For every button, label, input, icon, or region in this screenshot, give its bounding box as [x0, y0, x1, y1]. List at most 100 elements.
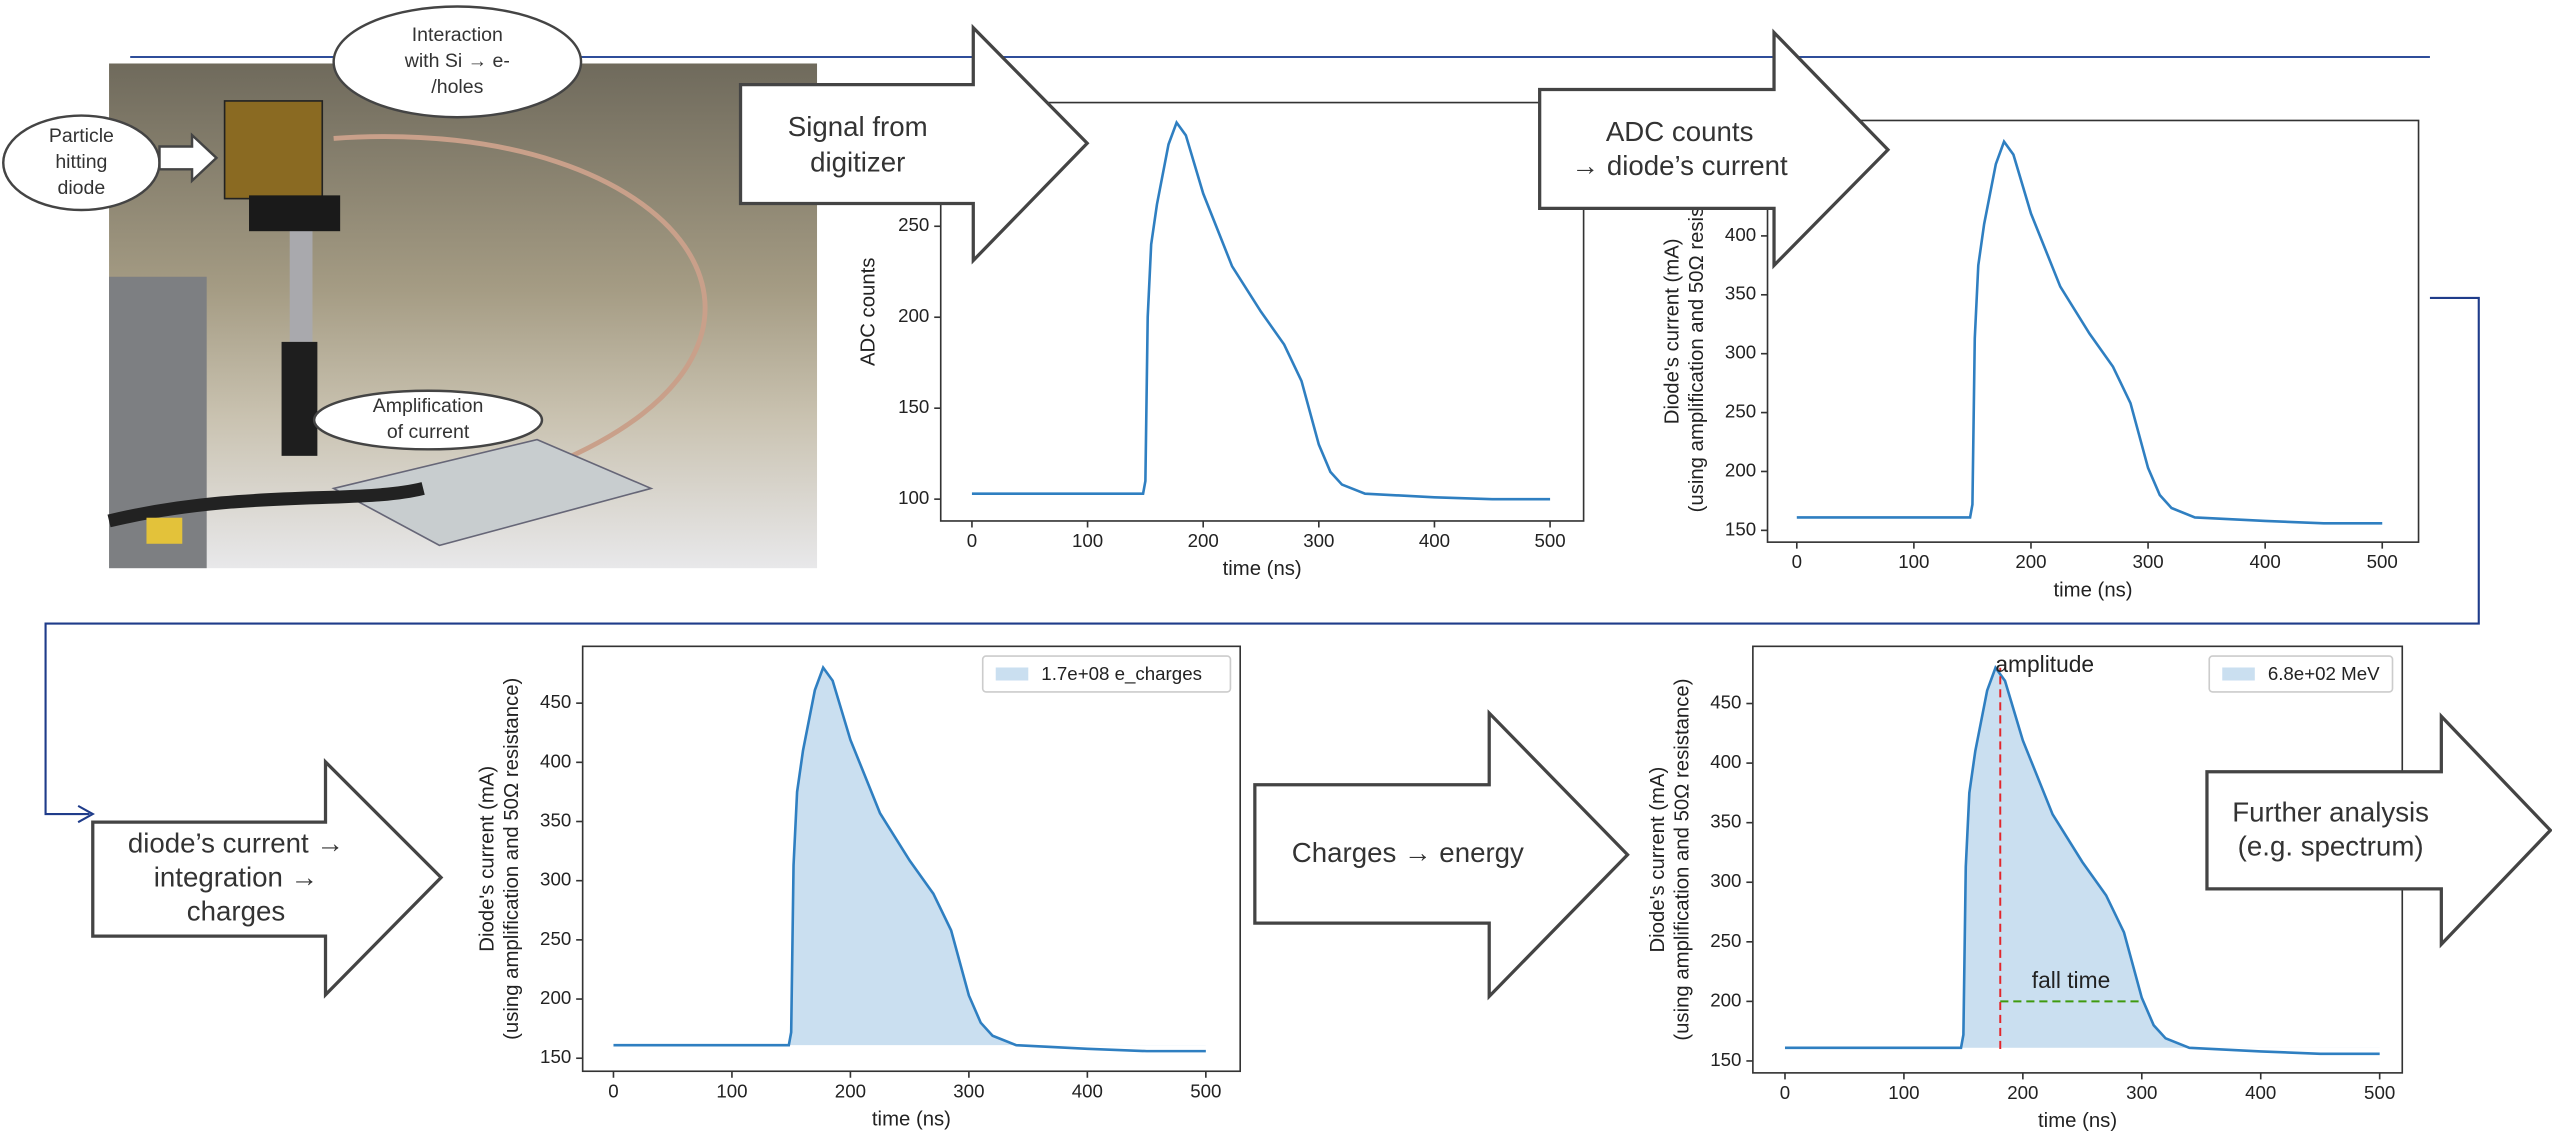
- callout-text: Particle: [49, 125, 114, 147]
- series-line: [1784, 665, 2380, 1056]
- y-tick-label: 250: [540, 928, 571, 949]
- x-tick-label: 500: [1190, 1080, 1221, 1101]
- photo-mount: [249, 195, 341, 232]
- photo: [107, 63, 818, 569]
- series-line: [613, 664, 1206, 1053]
- y-tick-label: 150: [1725, 518, 1756, 539]
- flow-arrows: Signal from digitizer ADC counts → diode…: [91, 23, 2552, 1001]
- legend-label: 6.8e+02 MeV: [2268, 663, 2380, 684]
- area-fill: [1784, 667, 2380, 1048]
- y-tick-label: 400: [1725, 224, 1756, 245]
- y-tick-label: 150: [1710, 1049, 1741, 1070]
- series-line: [971, 119, 1551, 501]
- y-tick-label: 350: [1710, 811, 1741, 832]
- arrow-text: Signal from: [788, 111, 928, 142]
- y-tick-label: 200: [1725, 459, 1756, 480]
- y-tick-label: 300: [1725, 342, 1756, 363]
- y-axis-label: Diode's current (mA): [1647, 767, 1669, 953]
- block-arrow: [91, 757, 444, 999]
- x-tick-label: 500: [1534, 530, 1565, 551]
- x-tick-label: 300: [2126, 1082, 2157, 1103]
- x-tick-label: 0: [608, 1080, 618, 1101]
- y-tick-label: 350: [1725, 283, 1756, 304]
- y-tick-label: 350: [540, 809, 571, 830]
- x-axis-label: time (ns): [2054, 579, 2133, 601]
- x-tick-label: 200: [835, 1080, 866, 1101]
- x-tick-label: 400: [1072, 1080, 1103, 1101]
- legend-box: [981, 655, 1232, 693]
- block-arrow: [2205, 712, 2552, 949]
- x-tick-label: 300: [1303, 530, 1334, 551]
- block-arrow: [1253, 709, 1630, 1001]
- photo-diode: [223, 100, 324, 200]
- x-tick-label: 300: [953, 1080, 984, 1101]
- photo-wire: [107, 482, 425, 528]
- legend-box: [2208, 655, 2394, 693]
- x-tick-label: 400: [1419, 530, 1450, 551]
- arrow-text: Further analysis: [2232, 796, 2429, 827]
- x-axis-label: time (ns): [1223, 558, 1302, 580]
- y-tick-label: 300: [540, 869, 571, 890]
- callout-arrow: [158, 132, 219, 184]
- y-tick-label: 200: [540, 987, 571, 1008]
- y-tick-label: 250: [898, 214, 929, 235]
- x-tick-label: 500: [2364, 1082, 2395, 1103]
- y-tick-label: 300: [1710, 870, 1741, 891]
- arrow-text: charges: [187, 896, 285, 927]
- y-tick-label: 400: [1710, 751, 1741, 772]
- legend-swatch: [995, 667, 1029, 681]
- y-axis-label: (using amplification and 50Ω resistance): [1671, 679, 1693, 1041]
- x-axis-label: time (ns): [872, 1108, 951, 1130]
- x-tick-label: 100: [716, 1080, 747, 1101]
- x-tick-label: 200: [2015, 551, 2046, 572]
- y-axis-label: Diode's current (mA): [1661, 238, 1683, 424]
- arrow-text: ADC counts: [1606, 116, 1754, 147]
- arrow-text: (e.g. spectrum): [2238, 831, 2424, 862]
- chart: 0100200300400500150200250300350400450tim…: [1661, 119, 2420, 601]
- callout-cloud: [312, 389, 544, 451]
- y-axis-label: (using amplification and 50Ω resistance): [501, 678, 523, 1040]
- x-tick-label: 100: [1072, 530, 1103, 551]
- callout-text: with Si → e-: [404, 50, 510, 72]
- connector-head: [77, 804, 95, 824]
- callout-text: of current: [387, 421, 470, 443]
- area-fill: [788, 667, 1017, 1046]
- annotation-label: fall time: [2032, 967, 2110, 993]
- plot-area: [1766, 119, 2420, 543]
- x-tick-label: 100: [1888, 1082, 1919, 1103]
- x-tick-label: 300: [2132, 551, 2163, 572]
- y-axis-label: Diode's current (mA): [477, 766, 499, 952]
- block-arrow: [1538, 28, 1891, 270]
- photo-cable: [333, 134, 708, 467]
- callout-text: Interaction: [412, 24, 503, 46]
- y-tick-label: 250: [1710, 930, 1741, 951]
- arrow-text: integration →: [154, 861, 318, 892]
- y-tick-label: 450: [1710, 691, 1741, 712]
- callouts: Interaction with Si → e- /holes Particle…: [2, 5, 583, 451]
- x-tick-label: 500: [2367, 551, 2398, 572]
- arrow-text: Charges → energy: [1292, 837, 1524, 868]
- photo-tape: [146, 517, 183, 544]
- y-tick-label: 200: [898, 305, 929, 326]
- photo-holder: [281, 341, 318, 456]
- x-tick-label: 100: [1898, 551, 1929, 572]
- legend-label: 1.7e+08 e_charges: [1041, 663, 1202, 685]
- callout-text: hitting: [55, 151, 107, 173]
- y-axis-label: ADC counts: [857, 258, 879, 366]
- x-tick-label: 200: [1188, 530, 1219, 551]
- block-arrow: [738, 23, 1090, 265]
- x-tick-label: 400: [2250, 551, 2281, 572]
- x-tick-label: 0: [1780, 1082, 1790, 1103]
- y-tick-label: 450: [540, 691, 571, 712]
- callout-text: Amplification: [373, 395, 484, 417]
- y-tick-label: 250: [1725, 401, 1756, 422]
- callout-text: diode: [57, 177, 105, 199]
- x-tick-label: 200: [2007, 1082, 2038, 1103]
- x-axis-label: time (ns): [2038, 1110, 2117, 1132]
- x-tick-label: 0: [967, 530, 977, 551]
- arrow-text: → diode’s current: [1572, 150, 1789, 181]
- annotation-label: amplitude: [1995, 651, 2094, 677]
